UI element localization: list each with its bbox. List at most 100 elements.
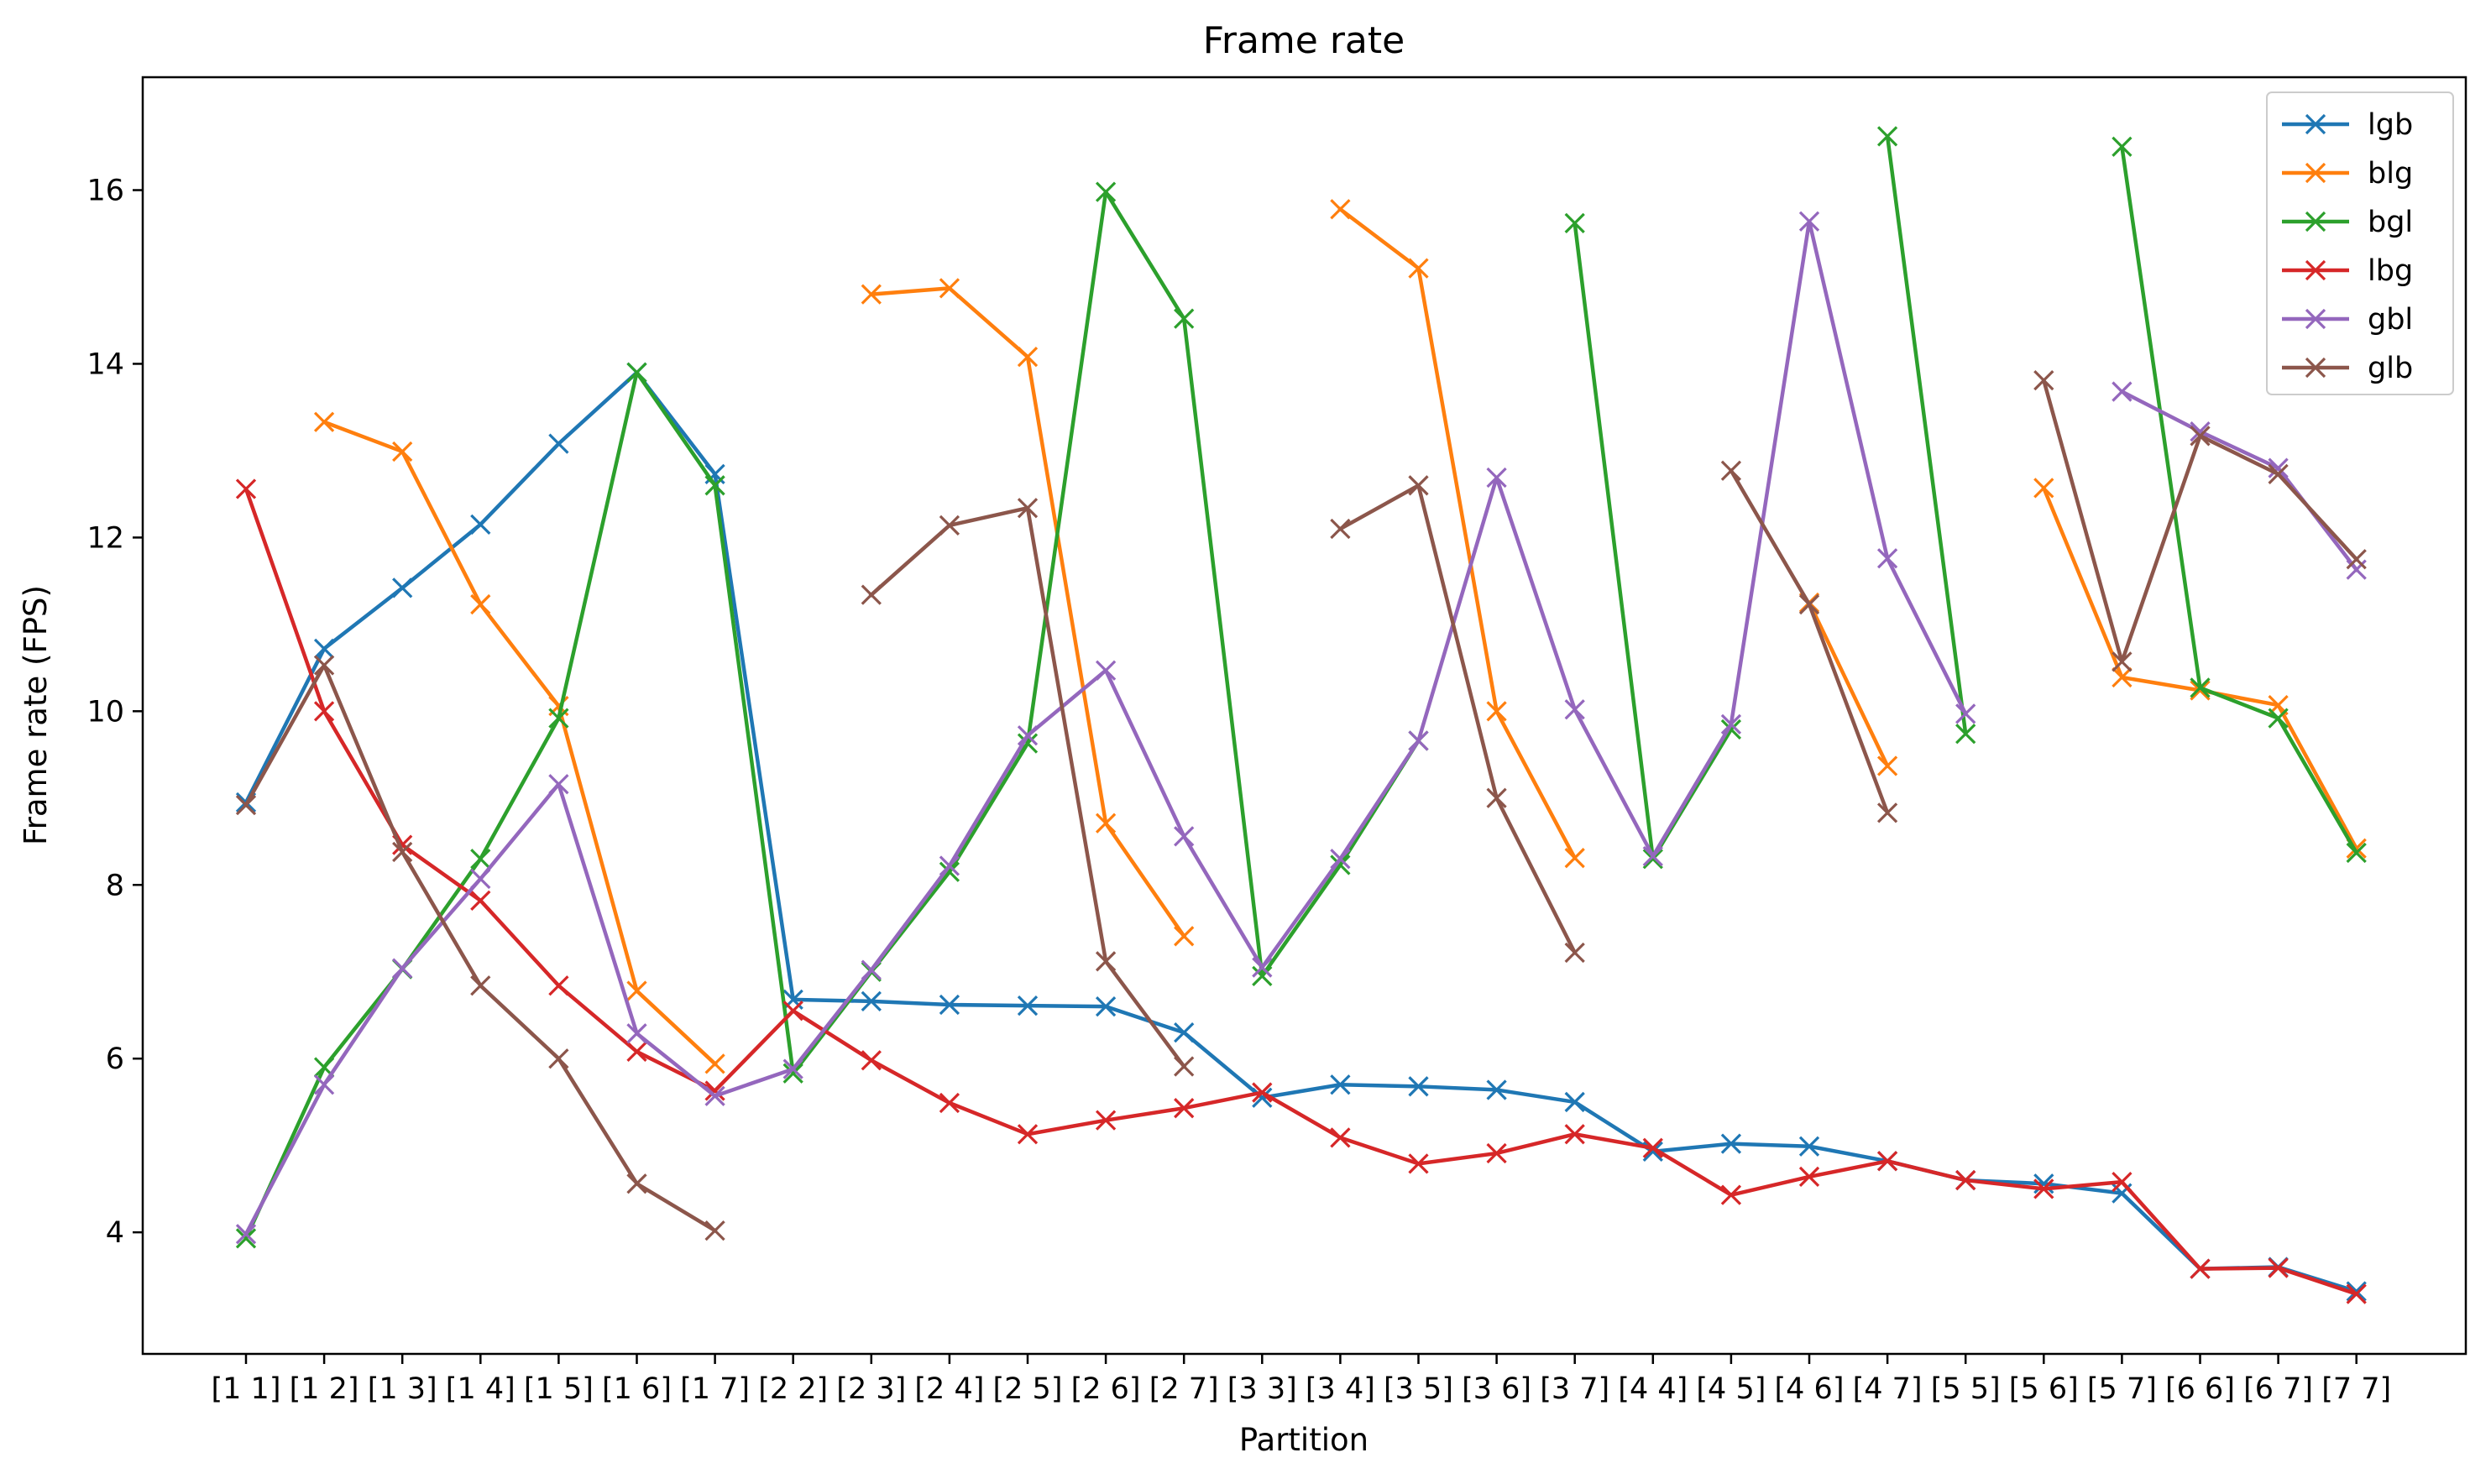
data-point-lgb [1017, 995, 1039, 1016]
y-tick-label: 6 [106, 1042, 124, 1076]
data-point-lbg [2190, 1258, 2211, 1279]
data-point-lgb [1486, 1079, 1507, 1100]
data-point-glb [1720, 460, 1742, 481]
x-tick-label: [1 2] [290, 1372, 359, 1406]
data-point-bgl [704, 475, 725, 496]
x-tick-label: [3 4] [1306, 1372, 1375, 1406]
y-tick-label: 4 [106, 1216, 124, 1250]
x-tick-label: [4 4] [1618, 1372, 1688, 1406]
data-point-gbl [2112, 381, 2133, 402]
series-line-blg [2041, 485, 2359, 851]
data-point-glb [1564, 942, 1585, 964]
data-point-blg [2033, 478, 2054, 499]
x-tick-label: [5 5] [1931, 1372, 2001, 1406]
series-line-blg [1806, 599, 1891, 769]
series-line-gbl [2119, 389, 2359, 572]
data-point-glb [2033, 369, 2054, 391]
data-point-blg [861, 284, 882, 305]
data-point-gbl [1017, 725, 1039, 746]
x-tick-label: [4 6] [1775, 1372, 1845, 1406]
data-point-blg [392, 441, 413, 462]
data-point-lbg [782, 1001, 803, 1022]
data-point-bgl [1017, 733, 1039, 754]
data-point-gbl [704, 1085, 725, 1106]
data-point-glb [392, 841, 413, 863]
legend: lgb blg bgl lbg gbl glb [2266, 91, 2454, 395]
data-point-gbl [313, 1074, 335, 1095]
data-point-gbl [1955, 703, 1976, 724]
data-point-bgl [470, 849, 491, 870]
series-layer [235, 126, 2367, 1304]
x-tick-label: [1 7] [680, 1372, 750, 1406]
x-tick-label: [2 7] [1149, 1372, 1219, 1406]
data-point-blg [1408, 258, 1429, 279]
data-point-lbg [939, 1092, 960, 1114]
legend-label: lbg [2368, 254, 2413, 288]
data-point-lgb [470, 514, 491, 535]
data-point-blg [470, 593, 491, 615]
data-point-glb [548, 1048, 569, 1069]
y-tick-label: 16 [86, 175, 124, 208]
data-point-lbg [548, 975, 569, 996]
data-point-blg [1017, 347, 1039, 368]
data-point-bgl [548, 708, 569, 729]
x-tick-label: [1 1] [212, 1372, 281, 1406]
x-tick-label: [4 7] [1853, 1372, 1923, 1406]
data-point-glb [313, 655, 335, 676]
x-tick-label: [3 6] [1462, 1372, 1531, 1406]
data-point-blg [704, 1053, 725, 1074]
data-point-lgb [2346, 1281, 2367, 1302]
data-point-lgb [392, 577, 413, 598]
data-point-lbg [2112, 1171, 2133, 1193]
data-point-glb [470, 975, 491, 996]
chart-title: Frame rate [1203, 19, 1405, 62]
data-point-bgl [1955, 724, 1976, 745]
x-tick-label: [2 4] [914, 1372, 984, 1406]
legend-item-lbg: lbg [2282, 254, 2413, 288]
legend-marker [2305, 308, 2326, 330]
legend-marker [2305, 113, 2326, 135]
data-point-lbg [1252, 1082, 1273, 1103]
x-tick-label: [7 7] [2321, 1372, 2391, 1406]
data-point-glb [1330, 518, 1351, 540]
legend-label: lgb [2368, 108, 2413, 142]
data-point-glb [861, 584, 882, 605]
y-axis-label: Frame rate (FPS) [18, 585, 54, 845]
legend-marker [2305, 259, 2326, 281]
data-point-bgl [2112, 136, 2133, 157]
data-point-gbl [1798, 211, 1820, 232]
data-point-lgb [1720, 1133, 1742, 1154]
data-point-bgl [1252, 965, 1273, 987]
data-point-gbl [392, 958, 413, 979]
data-point-lbg [1408, 1153, 1429, 1174]
x-tick-label: [1 3] [368, 1372, 437, 1406]
data-point-lbg [1876, 1151, 1898, 1172]
x-tick-label: [2 3] [836, 1372, 906, 1406]
x-axis-label: Partition [1239, 1422, 1368, 1458]
data-point-gbl [235, 1224, 257, 1245]
data-point-blg [626, 980, 647, 1001]
data-point-blg [939, 278, 960, 299]
data-point-gbl [1174, 826, 1195, 847]
legend-label: gbl [2368, 303, 2413, 337]
data-point-lgb [1252, 1087, 1273, 1108]
data-point-lgb [1564, 1091, 1585, 1113]
data-point-gbl [1486, 467, 1507, 489]
data-point-glb [1017, 498, 1039, 519]
data-point-glb [1408, 475, 1429, 496]
data-point-gbl [939, 855, 960, 876]
x-tick-label: [2 2] [758, 1372, 828, 1406]
data-point-lbg [1955, 1169, 1976, 1191]
data-point-lbg [1095, 1110, 1117, 1131]
data-point-lbg [704, 1080, 725, 1101]
data-point-glb [1095, 951, 1117, 972]
data-point-lbg [2033, 1178, 2054, 1199]
data-point-blg [1564, 848, 1585, 869]
data-point-bgl [2268, 708, 2289, 729]
data-point-bgl [782, 1063, 803, 1084]
x-axis: [1 1] [1 2] [1 3] [1 4] [1 5] [1 6] [1 7] [2 2]… [212, 1354, 2391, 1406]
data-point-glb [1174, 1056, 1195, 1077]
series-line-lgb [243, 370, 2359, 1294]
data-point-lbg [313, 701, 335, 722]
legend-item-lgb: lgb [2282, 108, 2413, 142]
